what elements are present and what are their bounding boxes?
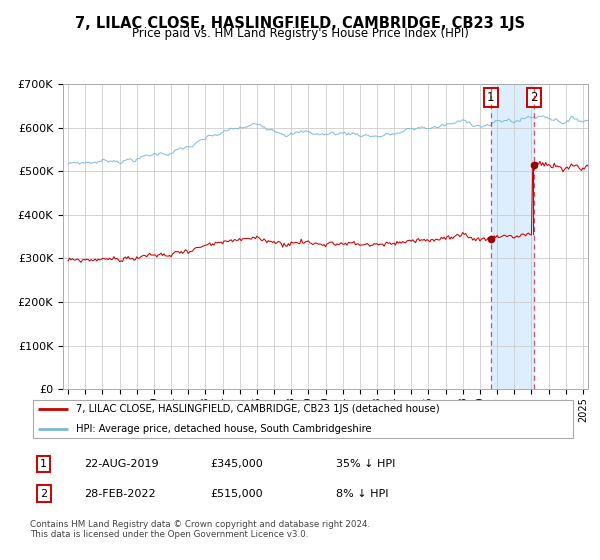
Text: £515,000: £515,000	[210, 488, 263, 498]
Bar	[491, 84, 534, 389]
Text: 1: 1	[487, 91, 494, 104]
Text: 7, LILAC CLOSE, HASLINGFIELD, CAMBRIDGE, CB23 1JS: 7, LILAC CLOSE, HASLINGFIELD, CAMBRIDGE,…	[75, 16, 525, 31]
Text: Contains HM Land Registry data © Crown copyright and database right 2024.
This d: Contains HM Land Registry data © Crown c…	[30, 520, 370, 539]
Text: 35% ↓ HPI: 35% ↓ HPI	[336, 459, 395, 469]
Text: 8% ↓ HPI: 8% ↓ HPI	[336, 488, 388, 498]
Text: 7, LILAC CLOSE, HASLINGFIELD, CAMBRIDGE, CB23 1JS (detached house): 7, LILAC CLOSE, HASLINGFIELD, CAMBRIDGE,…	[76, 404, 440, 414]
Text: 2: 2	[530, 91, 538, 104]
Text: 28-FEB-2022: 28-FEB-2022	[85, 488, 156, 498]
Text: £345,000: £345,000	[210, 459, 263, 469]
Text: Price paid vs. HM Land Registry's House Price Index (HPI): Price paid vs. HM Land Registry's House …	[131, 27, 469, 40]
Text: HPI: Average price, detached house, South Cambridgeshire: HPI: Average price, detached house, Sout…	[76, 424, 372, 434]
Text: 1: 1	[40, 459, 47, 469]
Text: 2: 2	[40, 488, 47, 498]
Text: 22-AUG-2019: 22-AUG-2019	[85, 459, 159, 469]
FancyBboxPatch shape	[33, 400, 573, 437]
